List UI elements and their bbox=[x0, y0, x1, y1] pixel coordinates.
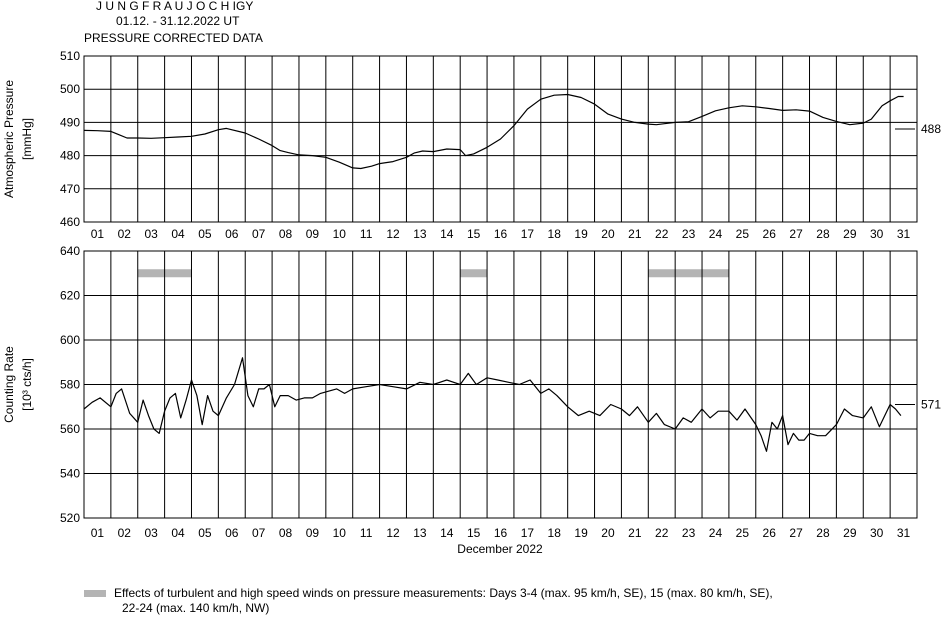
counting-x-tick-label: 15 bbox=[467, 526, 481, 540]
wind-effect-bar bbox=[460, 269, 488, 278]
counting-x-tick-label: 17 bbox=[521, 526, 535, 540]
counting-x-tick-label: 05 bbox=[198, 526, 212, 540]
counting-series-line bbox=[83, 357, 902, 452]
pressure-x-tick-label: 30 bbox=[870, 227, 884, 241]
pressure-x-tick-label: 02 bbox=[118, 227, 132, 241]
pressure-x-tick-label: 27 bbox=[789, 227, 803, 241]
counting-x-tick-label: 21 bbox=[628, 526, 642, 540]
counting-x-tick-label: 31 bbox=[897, 526, 911, 540]
pressure-x-tick-label: 11 bbox=[360, 227, 373, 241]
wind-effect-bar bbox=[648, 269, 729, 278]
counting-x-tick-label: 10 bbox=[333, 526, 347, 540]
pressure-plot-frame bbox=[83, 55, 918, 223]
pressure-end-value-label: 488 bbox=[921, 122, 941, 136]
legend-swatch bbox=[84, 590, 106, 597]
pressure-x-tick-label: 22 bbox=[655, 227, 669, 241]
counting-x-tick-label: 02 bbox=[118, 526, 132, 540]
counting-y-tick-label: 560 bbox=[60, 422, 80, 436]
pressure-x-tick-label: 06 bbox=[225, 227, 239, 241]
pressure-x-tick-label: 13 bbox=[413, 227, 427, 241]
pressure-x-tick-label: 31 bbox=[897, 227, 911, 241]
counting-x-tick-label: 03 bbox=[144, 526, 158, 540]
pressure-x-tick-label: 14 bbox=[440, 227, 454, 241]
pressure-y-axis-unit: [mmHg] bbox=[20, 118, 34, 160]
counting-y-axis-label: Counting Rate bbox=[2, 346, 16, 423]
counting-plot-frame bbox=[83, 250, 918, 519]
pressure-x-tick-label: 17 bbox=[521, 227, 535, 241]
pressure-y-tick-label: 500 bbox=[60, 82, 80, 96]
counting-x-tick-label: 08 bbox=[279, 526, 293, 540]
pressure-x-tick-label: 08 bbox=[279, 227, 293, 241]
chart-station-title: J U N G F R A U J O C H IGY bbox=[96, 0, 253, 13]
pressure-x-tick-label: 21 bbox=[628, 227, 642, 241]
counting-x-tick-label: 01 bbox=[91, 526, 105, 540]
counting-x-tick-label: 29 bbox=[843, 526, 857, 540]
pressure-x-tick-label: 20 bbox=[601, 227, 615, 241]
pressure-y-tick-label: 490 bbox=[60, 115, 80, 129]
pressure-y-axis-label: Atmospheric Pressure bbox=[2, 80, 16, 198]
legend-text-line2: 22-24 (max. 140 km/h, NW) bbox=[122, 601, 269, 615]
pressure-x-tick-label: 03 bbox=[144, 227, 158, 241]
counting-x-tick-label: 24 bbox=[709, 526, 723, 540]
counting-x-tick-label: 28 bbox=[816, 526, 830, 540]
pressure-y-tick-label: 470 bbox=[60, 182, 80, 196]
pressure-x-tick-label: 04 bbox=[171, 227, 185, 241]
counting-x-tick-label: 22 bbox=[655, 526, 669, 540]
pressure-x-tick-label: 29 bbox=[843, 227, 857, 241]
counting-x-tick-label: 18 bbox=[548, 526, 562, 540]
counting-x-tick-label: 16 bbox=[494, 526, 508, 540]
pressure-x-tick-label: 26 bbox=[763, 227, 777, 241]
counting-rate-panel: 520 540 560 580 600 620 640 01 02 03 04 05 06 07 08 09 1… bbox=[2, 244, 941, 540]
counting-x-tick-label: 19 bbox=[574, 526, 588, 540]
pressure-y-tick-label: 510 bbox=[60, 49, 80, 63]
counting-x-tick-label: 26 bbox=[763, 526, 777, 540]
pressure-x-tick-label: 16 bbox=[494, 227, 508, 241]
pressure-x-tick-label: 09 bbox=[306, 227, 320, 241]
pressure-x-tick-label: 10 bbox=[333, 227, 347, 241]
counting-x-tick-label: 06 bbox=[225, 526, 239, 540]
counting-x-tick-label: 11 bbox=[360, 526, 373, 540]
counting-x-tick-label: 09 bbox=[306, 526, 320, 540]
counting-y-tick-label: 600 bbox=[60, 333, 80, 347]
pressure-series-line bbox=[83, 93, 904, 170]
pressure-x-tick-label: 24 bbox=[709, 227, 723, 241]
counting-y-axis-unit: [10³ cts/h] bbox=[20, 358, 34, 411]
pressure-x-tick-label: 07 bbox=[252, 227, 266, 241]
counting-x-tick-label: 30 bbox=[870, 526, 884, 540]
counting-x-tick-label: 23 bbox=[682, 526, 696, 540]
pressure-panel: 460 470 480 490 500 510 01 02 03 04 05 06 07 08 09 10 11… bbox=[2, 49, 941, 241]
counting-x-tick-label: 25 bbox=[736, 526, 750, 540]
chart-period: 01.12. - 31.12.2022 UT bbox=[116, 14, 240, 28]
counting-x-tick-label: 13 bbox=[413, 526, 427, 540]
pressure-x-tick-label: 15 bbox=[467, 227, 481, 241]
counting-y-tick-label: 540 bbox=[60, 467, 80, 481]
pressure-x-tick-label: 28 bbox=[816, 227, 830, 241]
pressure-y-tick-label: 460 bbox=[60, 215, 80, 229]
counting-y-tick-label: 580 bbox=[60, 378, 80, 392]
pressure-x-tick-label: 19 bbox=[574, 227, 588, 241]
counting-y-tick-label: 520 bbox=[60, 511, 80, 525]
counting-end-value-label: 571 bbox=[921, 398, 941, 412]
pressure-x-tick-label: 12 bbox=[386, 227, 400, 241]
counting-x-tick-label: 14 bbox=[440, 526, 454, 540]
pressure-x-tick-label: 25 bbox=[736, 227, 750, 241]
counting-x-tick-label: 04 bbox=[171, 526, 185, 540]
pressure-x-tick-label: 18 bbox=[548, 227, 562, 241]
pressure-y-tick-label: 480 bbox=[60, 149, 80, 163]
counting-x-tick-label: 07 bbox=[252, 526, 266, 540]
counting-x-tick-label: 20 bbox=[601, 526, 615, 540]
counting-x-tick-label: 12 bbox=[386, 526, 400, 540]
legend-text-line1: Effects of turbulent and high speed wind… bbox=[114, 586, 773, 600]
counting-y-tick-label: 640 bbox=[60, 244, 80, 258]
pressure-x-tick-label: 01 bbox=[91, 227, 105, 241]
x-axis-label: December 2022 bbox=[457, 542, 543, 556]
chart-subtitle: PRESSURE CORRECTED DATA bbox=[84, 31, 263, 45]
pressure-x-tick-label: 05 bbox=[198, 227, 212, 241]
pressure-x-tick-label: 23 bbox=[682, 227, 696, 241]
counting-x-tick-label: 27 bbox=[789, 526, 803, 540]
counting-y-tick-label: 620 bbox=[60, 289, 80, 303]
